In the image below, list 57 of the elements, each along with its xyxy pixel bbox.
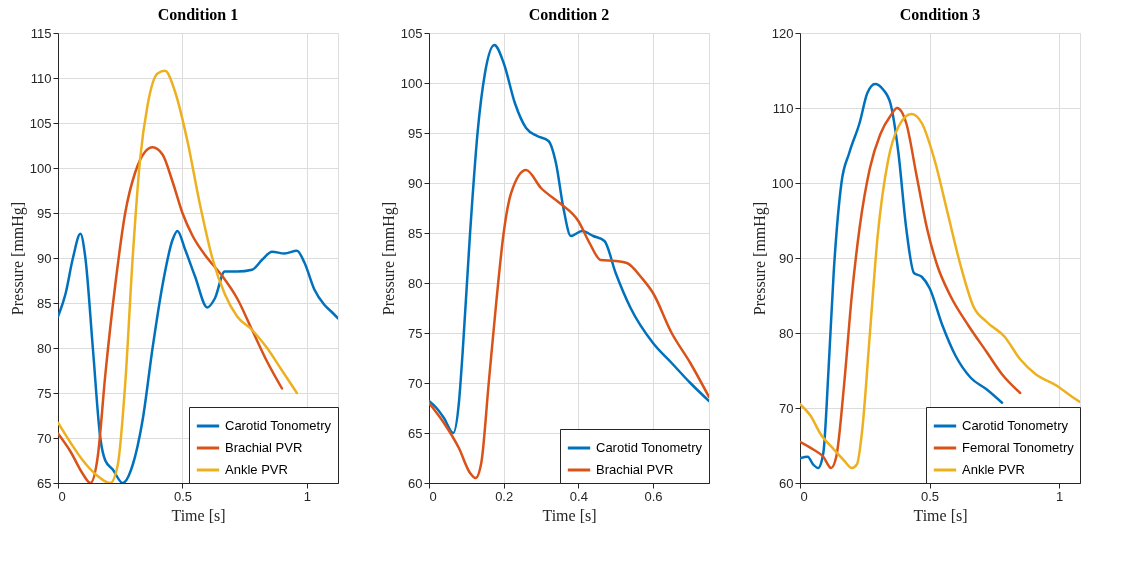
chart-title: Condition 2 — [528, 6, 610, 23]
y-tick-label: 95 — [408, 125, 423, 141]
y-tick-label: 85 — [408, 225, 423, 241]
y-tick-label: 65 — [408, 425, 423, 441]
y-tick-label: 90 — [779, 250, 794, 266]
legend-label: Carotid Tonometry — [596, 440, 703, 455]
line-series — [429, 43, 709, 435]
y-tick-label: 100 — [771, 175, 794, 191]
y-tick-label: 95 — [37, 205, 52, 221]
y-tick-label: 115 — [30, 25, 52, 41]
x-tick-label: 0 — [58, 488, 66, 504]
y-tick-label: 105 — [29, 115, 52, 131]
x-tick-label: 1 — [1055, 488, 1064, 504]
y-tick-label: 65 — [37, 475, 52, 491]
y-tick-label: 75 — [37, 385, 52, 401]
legend-label: Brachial PVR — [225, 440, 303, 455]
line-series — [429, 168, 709, 480]
x-tick-label: 1 — [303, 488, 312, 504]
y-tick-label: 110 — [30, 70, 52, 86]
y-tick-label: 120 — [771, 25, 794, 41]
legend-label: Ankle PVR — [962, 462, 1025, 477]
y-tick-label: 100 — [29, 160, 52, 176]
x-tick-label: 0.6 — [644, 488, 663, 504]
x-tick-label: 0 — [800, 488, 808, 504]
y-tick-label: 70 — [779, 400, 794, 416]
x-tick-label: 0.5 — [173, 488, 192, 504]
legend-label: Femoral Tonometry — [962, 440, 1075, 455]
x-axis-title: Time [s] — [171, 506, 226, 524]
y-axis-title: Pressure [mmHg] — [379, 201, 398, 316]
y-tick-label: 60 — [779, 475, 794, 491]
y-tick-label: 75 — [408, 325, 423, 341]
x-tick-label: 0.5 — [920, 488, 940, 504]
y-axis-title: Pressure [mmHg] — [8, 201, 27, 316]
x-axis-title: Time [s] — [913, 506, 968, 524]
chart-title: Condition 3 — [899, 6, 981, 23]
y-tick-label: 60 — [408, 475, 423, 491]
y-tick-label: 70 — [37, 430, 52, 446]
x-tick-label: 0.2 — [495, 488, 514, 504]
y-tick-label: 70 — [408, 375, 423, 391]
legend-label: Carotid Tonometry — [962, 418, 1069, 433]
x-tick-label: 0 — [429, 488, 437, 504]
chart-title: Condition 1 — [157, 6, 239, 23]
y-tick-label: 105 — [400, 25, 423, 41]
x-axis-title: Time [s] — [542, 506, 597, 524]
y-tick-label: 100 — [400, 75, 423, 91]
y-tick-label: 90 — [37, 250, 52, 266]
y-tick-label: 90 — [408, 175, 423, 191]
y-tick-label: 80 — [779, 325, 794, 341]
legend-label: Carotid Tonometry — [225, 418, 332, 433]
y-tick-label: 80 — [37, 340, 52, 356]
y-axis-title: Pressure [mmHg] — [750, 201, 769, 316]
legend-label: Brachial PVR — [596, 462, 674, 477]
x-tick-label: 0.4 — [569, 488, 588, 504]
y-tick-label: 80 — [408, 275, 423, 291]
y-tick-label: 110 — [772, 100, 794, 116]
legend-label: Ankle PVR — [225, 462, 288, 477]
y-tick-label: 85 — [37, 295, 52, 311]
